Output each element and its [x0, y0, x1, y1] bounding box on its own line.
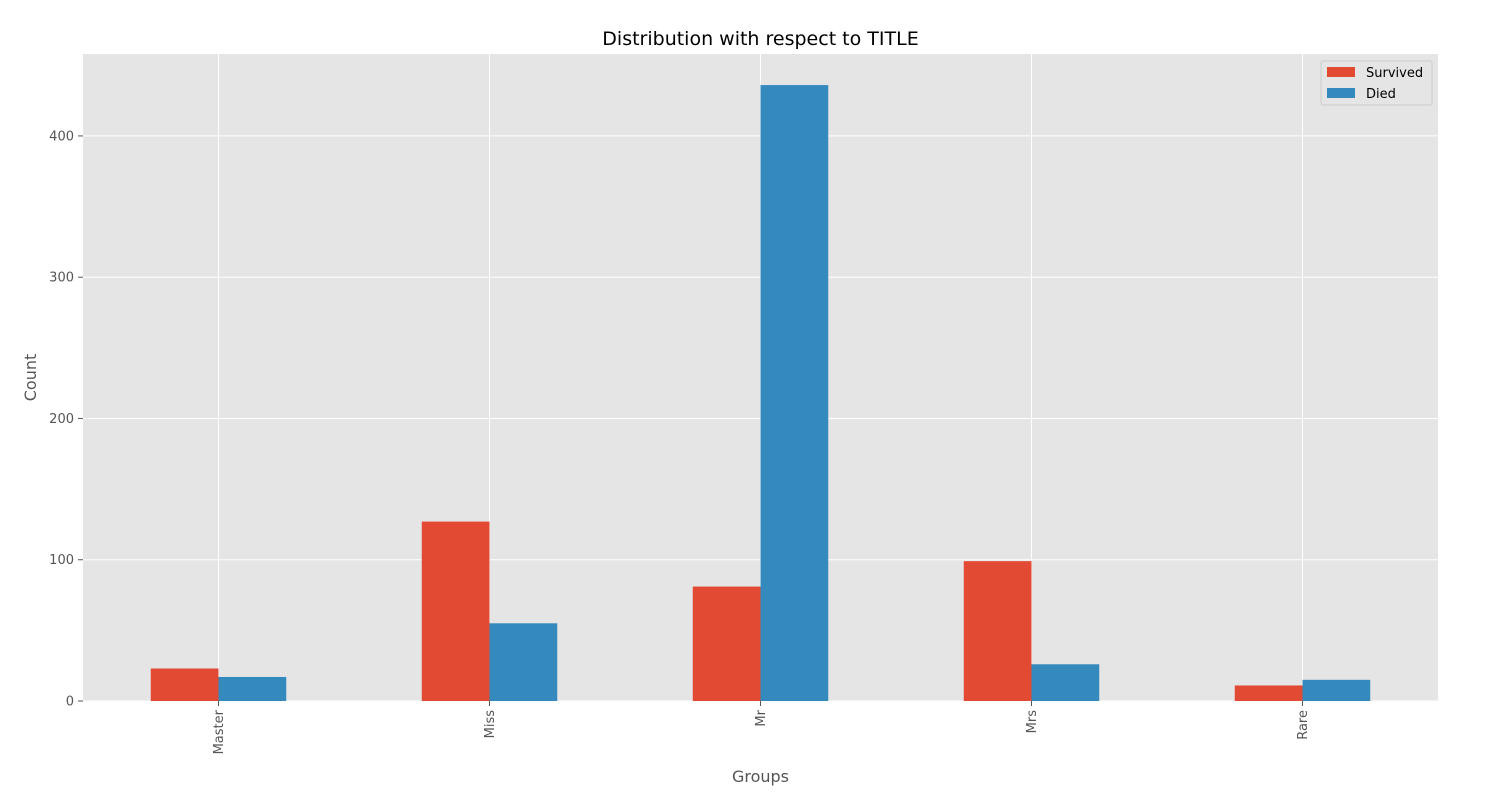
bar-survived-miss: [421, 521, 490, 701]
bar-survived-mrs: [963, 561, 1032, 701]
legend-swatch-died: [1327, 88, 1355, 98]
legend-label-died: Died: [1366, 87, 1396, 102]
bar-died-mr: [760, 85, 829, 701]
x-tick-label: Mr: [754, 709, 769, 726]
y-tick-label: 300: [49, 271, 74, 286]
y-tick-label: 0: [66, 695, 74, 710]
x-tick-label: Master: [212, 709, 227, 754]
legend-label-survived: Survived: [1366, 66, 1423, 81]
y-tick-label: 100: [49, 553, 74, 568]
bars: [150, 85, 1371, 701]
y-axis-label: Count: [21, 354, 40, 402]
y-tick-label: 400: [49, 129, 74, 144]
bar-survived-rare: [1234, 685, 1303, 701]
bar-died-master: [218, 676, 287, 701]
y-tick-label: 200: [49, 412, 74, 427]
x-axis-label: Groups: [732, 767, 789, 786]
bar-survived-mr: [692, 586, 761, 701]
legend: Survived Died: [1320, 60, 1433, 106]
x-axis-ticks: Master Miss Mr Mrs Rare: [212, 701, 1311, 754]
x-tick-label: Mrs: [1025, 710, 1040, 734]
chart-title: Distribution with respect to TITLE: [602, 28, 918, 50]
bar-died-rare: [1302, 679, 1371, 701]
y-axis-ticks: 0 100 200 300 400: [49, 129, 83, 710]
bar-survived-master: [150, 668, 219, 701]
x-tick-label: Miss: [483, 710, 498, 739]
legend-swatch-survived: [1327, 67, 1355, 77]
bar-died-mrs: [1031, 664, 1100, 701]
bar-died-miss: [489, 623, 558, 701]
x-tick-label: Rare: [1296, 710, 1311, 740]
